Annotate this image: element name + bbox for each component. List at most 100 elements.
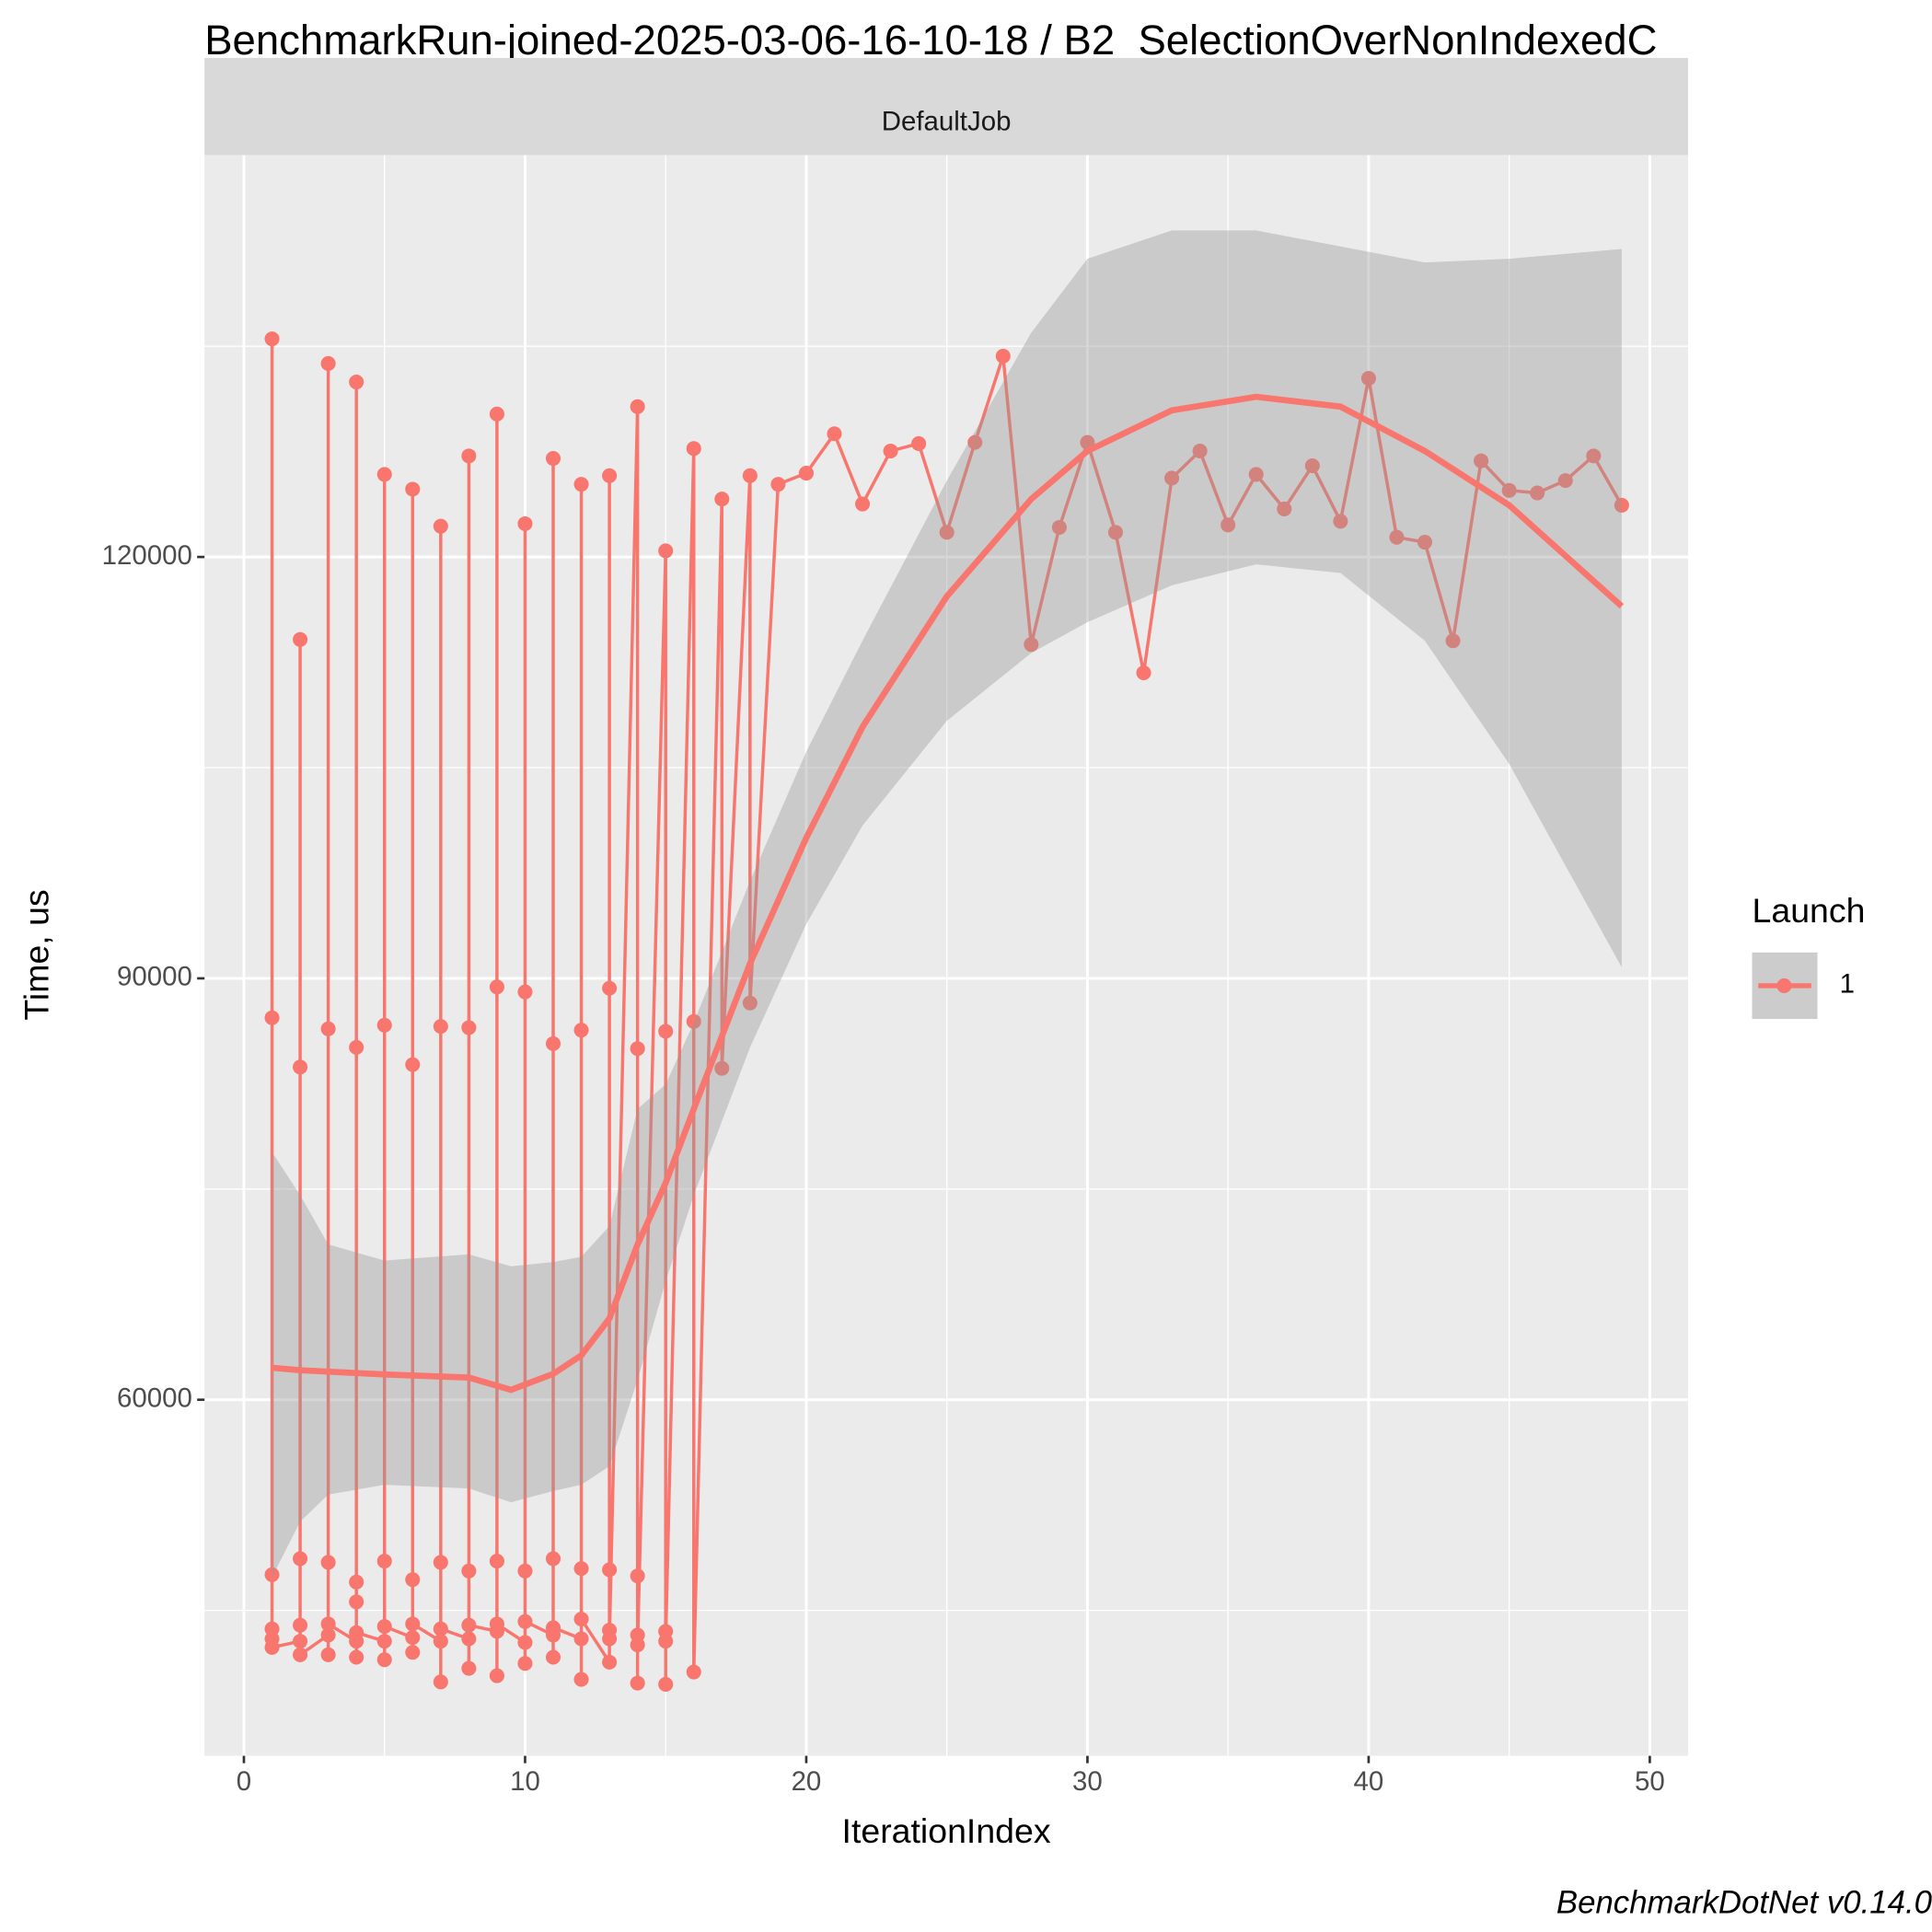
point <box>320 1616 336 1632</box>
point <box>658 1024 674 1039</box>
point <box>320 355 336 371</box>
point <box>1164 470 1180 486</box>
point <box>658 1676 674 1692</box>
point <box>545 1551 561 1567</box>
point <box>1107 525 1124 540</box>
point <box>320 1021 336 1036</box>
point <box>461 1617 477 1633</box>
point <box>293 1551 308 1567</box>
point <box>1248 467 1264 482</box>
point <box>517 515 533 532</box>
point <box>658 1634 674 1649</box>
point <box>1192 443 1208 459</box>
point <box>349 1594 364 1610</box>
point <box>405 1630 421 1646</box>
x-tick-label: 10 <box>510 1766 540 1797</box>
point <box>517 1614 533 1629</box>
point <box>461 1660 477 1676</box>
point <box>1474 453 1489 469</box>
y-tick-label: 60000 <box>117 1383 192 1414</box>
point <box>1389 529 1405 545</box>
point <box>320 1647 336 1662</box>
point <box>461 448 477 464</box>
point <box>264 1621 280 1637</box>
point <box>602 980 618 996</box>
point <box>405 481 421 497</box>
point <box>770 477 786 492</box>
point <box>911 435 927 451</box>
point <box>405 1572 421 1588</box>
point <box>517 984 533 1000</box>
point <box>405 1645 421 1660</box>
point <box>855 496 871 512</box>
x-tick-label: 40 <box>1354 1766 1384 1797</box>
point <box>686 441 701 457</box>
point <box>1333 514 1348 529</box>
point <box>376 1634 392 1649</box>
point <box>405 1616 421 1632</box>
point <box>264 1567 280 1582</box>
point <box>489 979 504 995</box>
point <box>630 1675 645 1691</box>
point <box>489 1668 504 1683</box>
point <box>433 1634 448 1649</box>
axes: 0 10 20 30 40 50 60000 90000 120000 <box>102 540 1665 1797</box>
point <box>405 1057 421 1072</box>
point <box>630 1637 645 1653</box>
point <box>517 1563 533 1579</box>
point <box>293 631 308 647</box>
point <box>545 1620 561 1636</box>
point <box>293 1647 308 1662</box>
point <box>293 1617 308 1633</box>
point <box>517 1656 533 1672</box>
point <box>573 1672 589 1687</box>
x-tick-label: 30 <box>1072 1766 1103 1797</box>
y-axis-title: Time, us <box>17 889 56 1020</box>
point <box>293 1634 308 1649</box>
point <box>573 1611 589 1627</box>
point <box>1530 485 1545 501</box>
point <box>433 1674 448 1690</box>
point <box>742 468 758 483</box>
point <box>545 1035 561 1051</box>
point <box>264 1639 280 1655</box>
point <box>461 1631 477 1647</box>
point <box>995 348 1011 364</box>
point <box>376 1652 392 1668</box>
point <box>939 525 954 540</box>
point <box>602 468 618 483</box>
legend-title: Launch <box>1753 891 1866 930</box>
point <box>714 1060 730 1076</box>
point <box>376 1017 392 1033</box>
point <box>686 1664 701 1680</box>
point <box>376 1618 392 1635</box>
point <box>573 477 589 492</box>
point <box>545 1649 561 1665</box>
point <box>1277 501 1292 516</box>
point <box>1586 448 1602 464</box>
point <box>461 1020 477 1035</box>
x-axis-title: IterationIndex <box>842 1811 1051 1850</box>
point <box>573 1561 589 1577</box>
point <box>883 443 898 459</box>
point <box>798 466 814 481</box>
chart-title: BenchmarkRun-joined-2025-03-06-16-10-18 … <box>204 17 1657 64</box>
point <box>630 399 645 414</box>
point <box>489 406 504 422</box>
point <box>1614 497 1629 513</box>
x-tick-label: 0 <box>237 1766 251 1797</box>
point <box>573 1023 589 1038</box>
point <box>349 1625 364 1640</box>
point <box>1024 637 1039 653</box>
point <box>433 1019 448 1035</box>
point <box>264 331 280 347</box>
strip-label: DefaultJob <box>882 107 1012 137</box>
point <box>349 1039 364 1055</box>
point <box>967 434 983 450</box>
point <box>264 1010 280 1025</box>
legend: 1 <box>1752 952 1855 1020</box>
point <box>1360 370 1376 387</box>
point <box>573 1631 589 1647</box>
point <box>1445 633 1461 649</box>
